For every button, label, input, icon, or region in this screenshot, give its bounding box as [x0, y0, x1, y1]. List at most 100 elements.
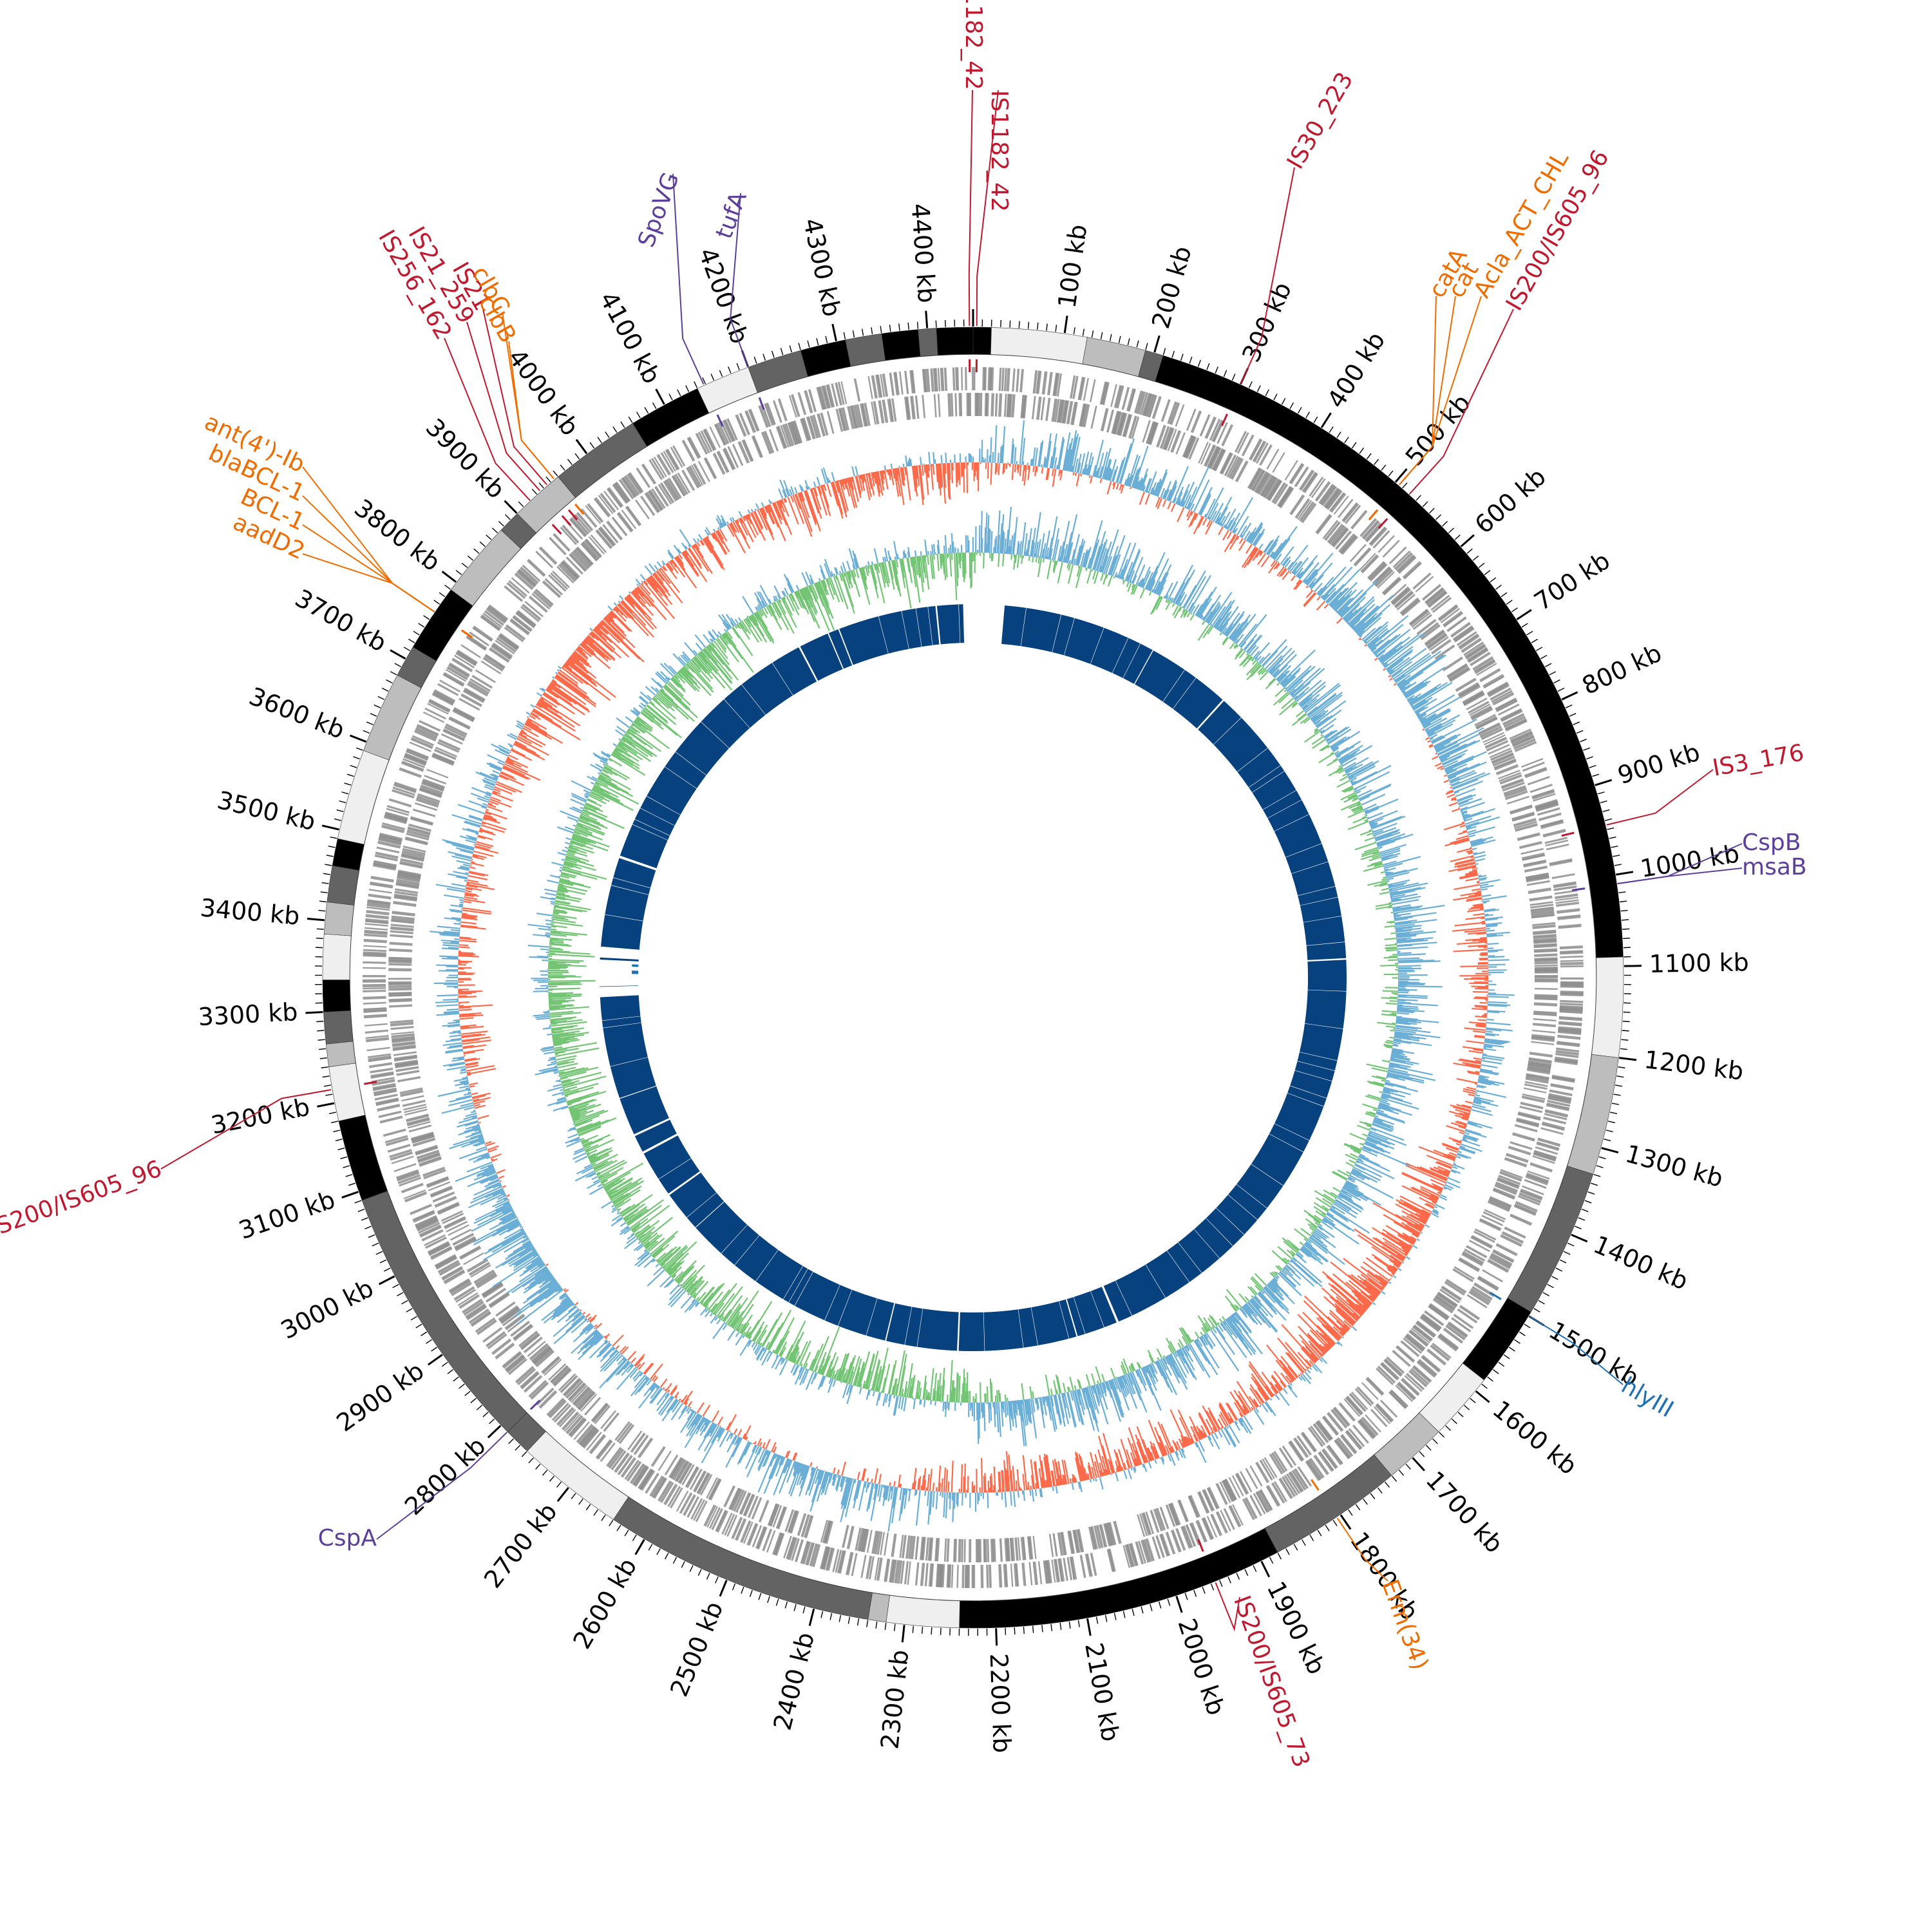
cds-feature	[826, 1548, 835, 1571]
cds-feature	[1376, 1367, 1394, 1385]
gc-content-bar	[1357, 1234, 1402, 1265]
gc-content-bar	[987, 1492, 989, 1508]
gc-content-bar	[1426, 1154, 1454, 1166]
cds-feature	[900, 1560, 905, 1584]
gc-content-bar	[878, 1473, 882, 1484]
cds-feature	[772, 400, 782, 423]
cds-feature	[724, 419, 736, 442]
cds-feature	[1533, 948, 1558, 952]
gc-content-bar	[1229, 1391, 1245, 1416]
cds-feature	[1512, 735, 1535, 748]
cds-feature	[400, 858, 424, 866]
gc-content-bar	[1456, 1104, 1472, 1110]
gc-content-bar	[1308, 1340, 1323, 1357]
cds-feature	[800, 1514, 810, 1537]
cds-feature	[1262, 1458, 1275, 1479]
gc-content-bar	[476, 840, 494, 848]
gc-content-bar	[1293, 570, 1297, 575]
cds-feature	[816, 386, 824, 410]
cds-feature	[1198, 442, 1209, 464]
cds-feature	[1503, 785, 1526, 796]
gc-content-bar	[1289, 562, 1298, 573]
gc-content-bar	[1324, 1343, 1331, 1350]
cds-feature	[825, 1547, 833, 1571]
cds-feature	[1452, 1268, 1473, 1282]
gc-content-bar	[768, 1454, 780, 1479]
gc-content-bar	[468, 815, 483, 822]
gc-content-bar	[1221, 511, 1231, 527]
gc-content-bar	[838, 480, 840, 482]
gc-content-bar	[1273, 1393, 1276, 1396]
gc-content-bar	[502, 1201, 510, 1206]
gc-content-bar	[1472, 869, 1477, 872]
gc-content-bar	[744, 1435, 748, 1440]
gc-content-bar	[1383, 663, 1388, 668]
cds-feature	[1305, 1461, 1320, 1481]
cds-feature	[502, 1350, 522, 1368]
gc-content-bar	[1269, 1397, 1273, 1401]
gc-content-bar	[1253, 1408, 1265, 1425]
cds-feature	[1255, 442, 1269, 464]
cds-feature	[1412, 573, 1432, 590]
gc-content-bar	[1197, 1432, 1203, 1440]
cds-feature	[822, 1520, 831, 1544]
cds-feature	[393, 893, 418, 899]
gc-content-bar	[519, 732, 524, 735]
cds-feature	[372, 864, 396, 871]
gc-content-bar	[459, 1079, 469, 1083]
gc-content-bar	[616, 1367, 637, 1390]
gc-content-bar	[1357, 1274, 1381, 1294]
gc-content-bar	[1444, 751, 1487, 771]
cds-feature	[1473, 659, 1495, 673]
cds-feature	[1514, 741, 1537, 752]
gc-content-bar	[878, 1484, 884, 1502]
gc-content-bar	[1204, 513, 1208, 518]
gc-content-bar	[1218, 1403, 1232, 1425]
gc-content-bar	[1109, 1461, 1115, 1474]
gc-content-bar	[465, 890, 472, 893]
cds-feature	[629, 472, 644, 493]
cds-feature	[1007, 1538, 1011, 1562]
gc-content-bar	[1408, 683, 1441, 705]
gc-content-bar	[606, 1359, 628, 1383]
gc-content-bar	[932, 464, 935, 475]
cds-feature	[1206, 1487, 1218, 1510]
gc-content-bar	[459, 835, 477, 842]
cds-feature	[504, 1313, 525, 1330]
gc-content-bar	[460, 1102, 474, 1107]
gc-content-bar	[1321, 1323, 1340, 1341]
gc-content-bar	[1130, 487, 1132, 489]
gc-content-bar	[1038, 1468, 1043, 1488]
gc-content-bar	[697, 538, 700, 542]
gc-content-bar	[1019, 420, 1025, 465]
gc-content-bar	[1368, 615, 1409, 649]
gc-content-bar	[573, 1324, 593, 1343]
gc-content-bar	[1446, 793, 1455, 799]
gc-content-bar	[467, 1074, 471, 1076]
gc-content-bar	[1133, 1458, 1137, 1467]
gc-content-bar	[517, 723, 524, 728]
cds-feature	[415, 798, 439, 808]
gc-content-bar	[455, 1094, 472, 1100]
cds-feature	[1549, 859, 1573, 867]
gc-content-bar	[1163, 480, 1172, 500]
cds-feature	[556, 1406, 574, 1426]
gc-content-bar	[459, 940, 477, 943]
cds-feature	[708, 1507, 721, 1529]
gc-content-bar	[464, 1106, 475, 1111]
gc-content-bar	[1076, 453, 1082, 473]
cds-feature	[392, 1045, 416, 1050]
cds-feature	[401, 761, 424, 771]
cds-feature	[853, 404, 861, 428]
gc-content-bar	[1273, 526, 1298, 560]
gc-content-bar	[1115, 483, 1119, 490]
cds-feature	[672, 475, 687, 497]
gc-content-bar	[1385, 649, 1414, 670]
gc-content-bar	[1349, 612, 1365, 627]
gc-content-bar	[1176, 491, 1183, 505]
cds-feature	[645, 491, 661, 513]
cds-feature	[1472, 656, 1494, 671]
gc-content-bar	[1282, 1367, 1294, 1381]
cds-feature	[393, 901, 417, 907]
gc-content-bar	[491, 773, 499, 778]
